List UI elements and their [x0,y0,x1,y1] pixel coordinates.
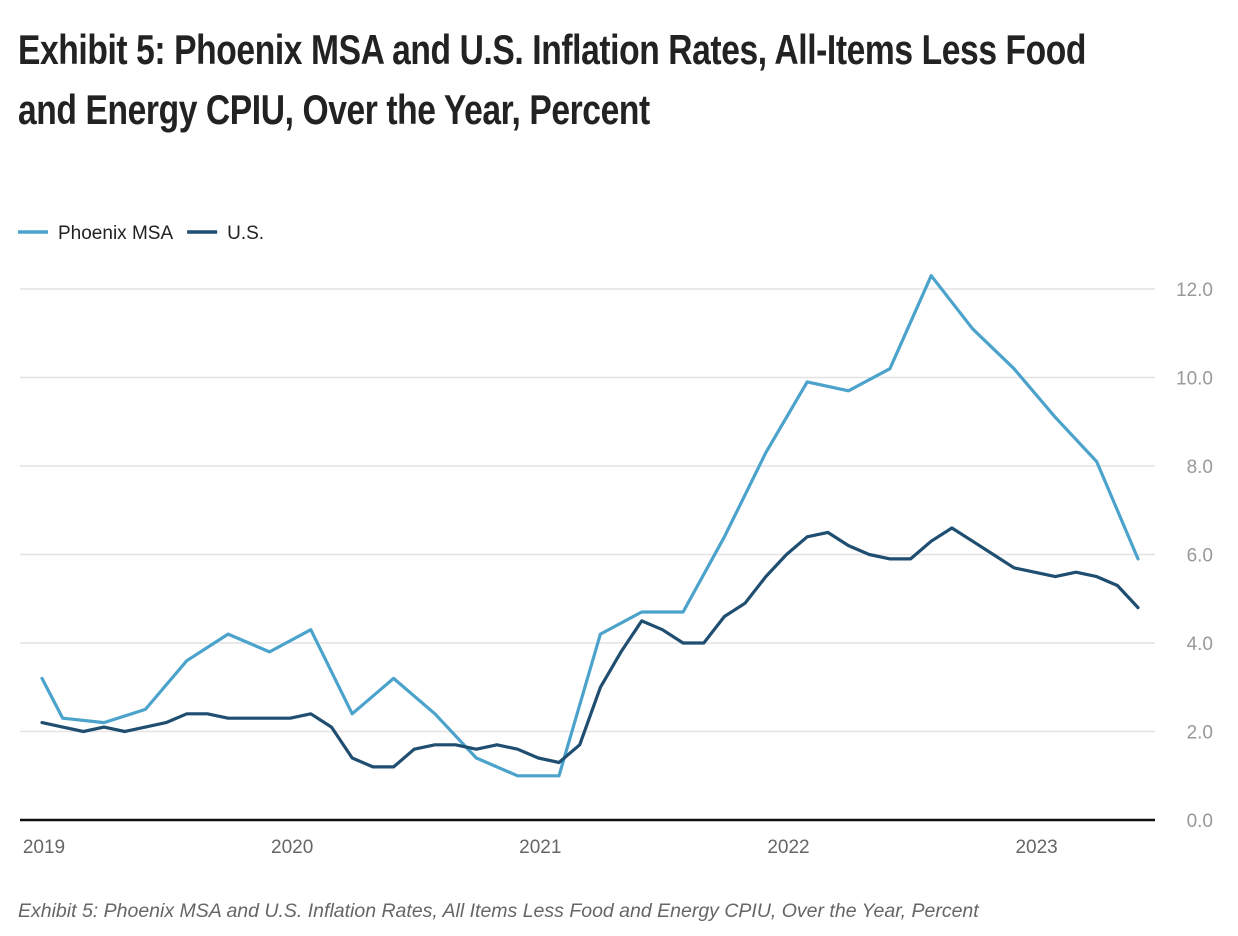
gridlines [20,288,1155,733]
y-tick-label: 0.0 [1187,811,1213,832]
y-tick-label: 8.0 [1187,457,1213,478]
legend-item: U.S. [187,223,264,244]
legend-item: Phoenix MSA [18,223,173,244]
y-tick-label: 12.0 [1176,280,1213,301]
y-tick-label: 10.0 [1176,369,1213,390]
legend: Phoenix MSA U.S. [18,223,264,244]
y-tick-label: 6.0 [1187,546,1213,567]
x-tick-label: 2021 [519,837,561,858]
x-tick-label: 2023 [1015,837,1057,858]
legend-label: U.S. [227,223,264,244]
chart-caption: Exhibit 5: Phoenix MSA and U.S. Inflatio… [18,900,979,922]
y-tick-label: 4.0 [1187,634,1213,655]
x-tick-label: 2020 [271,837,313,858]
x-tick-label: 2019 [23,837,65,858]
series-line-us [40,526,1140,769]
legend-label: Phoenix MSA [58,223,173,244]
y-tick-label: 2.0 [1187,723,1213,744]
x-tick-label: 2022 [767,837,809,858]
x-axis-ticks: 2019 2020 2021 2022 2023 [23,837,1058,858]
series-lines [40,274,1140,778]
series-line-phoenix [40,274,1140,778]
y-axis-ticks: 0.0 2.0 4.0 6.0 8.0 10.0 12.0 [1176,280,1213,832]
chart-title: Exhibit 5: Phoenix MSA and U.S. Inflatio… [18,26,1087,133]
